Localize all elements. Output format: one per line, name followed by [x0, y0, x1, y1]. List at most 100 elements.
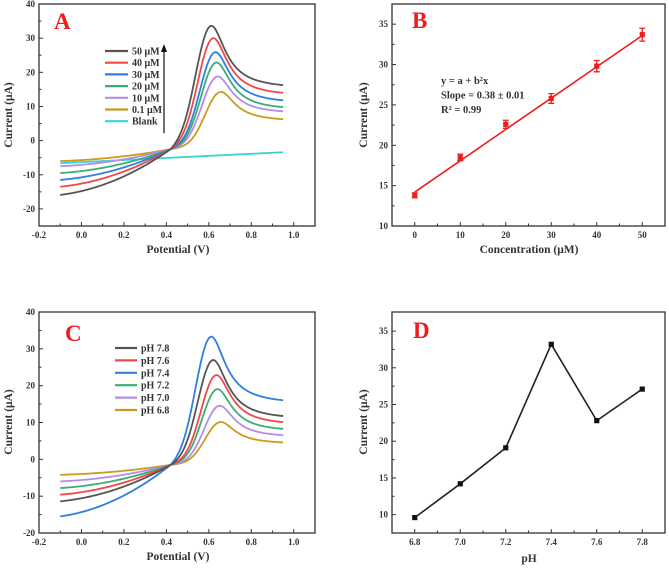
legend: pH 7.8pH 7.6pH 7.4 pH 7.2pH 7.0 pH 6.8 — [115, 344, 169, 417]
y-tick-label: -10 — [23, 491, 35, 501]
y-tick-label: 15 — [379, 181, 389, 191]
y-tick-label: 0 — [31, 136, 36, 146]
fit-annotation: R² = 0.99 — [441, 105, 481, 116]
y-tick-label: 20 — [379, 140, 389, 150]
cv-curve-ph-7.8 — [60, 359, 284, 503]
panel-label: B — [412, 8, 427, 33]
legend-label: Blank — [132, 117, 158, 128]
x-tick-label: 7.2 — [500, 537, 512, 547]
data-point — [594, 63, 600, 69]
plot-frame — [391, 3, 666, 227]
y-tick-label: 20 — [26, 67, 36, 77]
legend-label: 10 μM — [132, 93, 160, 104]
cv-curve-50-m — [60, 24, 284, 196]
x-tick-label: 6.8 — [409, 537, 421, 547]
legend-label: pH 7.6 — [141, 356, 169, 367]
y-tick-label: -20 — [23, 204, 35, 214]
x-tick-label: 1.0 — [288, 230, 300, 240]
plot-frame — [38, 3, 316, 227]
data-point — [412, 514, 418, 521]
y-tick-label: 10 — [26, 101, 36, 111]
x-tick-label: 0.4 — [161, 230, 173, 240]
data-point — [548, 95, 554, 102]
legend-label: pH 7.2 — [141, 381, 169, 392]
legend-label: pH 6.8 — [141, 406, 169, 417]
legend-label: 50 μM — [132, 47, 160, 58]
x-tick-label: 1.0 — [288, 537, 300, 547]
x-tick-label: 0.8 — [246, 230, 258, 240]
y-tick-label: 30 — [379, 363, 389, 373]
x-tick-label: 30 — [547, 230, 557, 240]
y-axis-label: Current (μA) — [358, 389, 370, 455]
y-tick-label: 35 — [379, 19, 389, 29]
data-point — [503, 445, 509, 451]
x-tick-label: 7.8 — [637, 537, 649, 547]
panel-a: -0.2 0.0 0.2 0.4 0.6 0.8 1.0 -20 -10 0 10 20 30 40 Pot… — [3, 0, 316, 256]
y-tick-label: 35 — [379, 326, 389, 336]
y-tick-label: 15 — [379, 473, 389, 483]
x-axis-label: Potential (V) — [147, 551, 210, 563]
x-tick-label: 0.4 — [161, 537, 173, 547]
x-axis-label: Concentration (μM) — [480, 244, 579, 256]
data-point — [457, 481, 463, 487]
x-tick-label: 0.0 — [76, 537, 88, 547]
y-tick-label: -10 — [23, 170, 35, 180]
cv-curve-20-m — [60, 61, 284, 174]
x-tick-label: 7.6 — [591, 537, 603, 547]
arrow-up-icon — [161, 44, 167, 52]
x-tick-label: 50 — [638, 230, 648, 240]
panel-label: A — [54, 9, 71, 34]
y-tick-label: 10 — [379, 221, 389, 231]
panel-label: D — [413, 318, 430, 343]
data-point — [548, 341, 554, 347]
y-tick-label: 10 — [26, 418, 36, 428]
y-axis-label: Current (μA) — [358, 82, 370, 148]
y-tick-label: 30 — [26, 344, 36, 354]
cv-curve-ph-7.0 — [60, 404, 284, 483]
cv-curve-blank — [60, 151, 284, 165]
y-axis-label: Current (μA) — [3, 389, 15, 455]
y-tick-label: -20 — [23, 528, 35, 538]
x-tick-label: 0.0 — [76, 230, 88, 240]
x-axis-label: Potential (V) — [147, 244, 210, 256]
y-tick-label: 40 — [26, 0, 36, 9]
x-tick-label: 0.2 — [118, 537, 130, 547]
legend-label: pH 7.0 — [141, 393, 169, 404]
x-tick-label: 40 — [592, 230, 602, 240]
panel-b: 0 10 20 30 40 50 10 15 20 25 30 35 Concentration (μM… — [358, 3, 666, 256]
x-tick-label: 7.4 — [546, 537, 558, 547]
y-tick-label: 10 — [379, 510, 389, 520]
legend-label: pH 7.4 — [141, 368, 169, 379]
legend-label: 0.1 μM — [132, 105, 163, 116]
x-tick-label: 0.6 — [203, 537, 215, 547]
y-tick-label: 25 — [379, 400, 389, 410]
data-point — [457, 154, 463, 160]
legend-label: 30 μM — [132, 70, 160, 81]
x-tick-label: 0.8 — [246, 537, 258, 547]
data-point — [594, 418, 600, 424]
y-tick-label: 40 — [26, 307, 36, 317]
data-point — [503, 121, 509, 127]
y-tick-label: 25 — [379, 100, 389, 110]
x-tick-label: 0 — [413, 230, 418, 240]
legend-label: pH 7.8 — [141, 344, 169, 355]
legend-label: 20 μM — [132, 82, 160, 93]
data-point — [639, 32, 645, 38]
fit-annotation: Slope = 0.38 ± 0.01 — [441, 91, 525, 102]
y-tick-label: 30 — [379, 60, 389, 70]
panel-d: 6.8 7.0 7.2 7.4 7.6 7.8 10 15 20 25 30 35 pH Current … — [358, 311, 666, 565]
fit-annotation: y = a + b²x — [441, 76, 489, 87]
y-tick-label: 20 — [26, 381, 36, 391]
data-point — [412, 192, 418, 198]
fit-line — [414, 34, 643, 193]
x-axis-label: pH — [521, 553, 536, 565]
panel-label: C — [65, 321, 82, 346]
y-tick-label: 30 — [26, 33, 36, 43]
x-tick-label: 0.6 — [203, 230, 215, 240]
x-tick-label: 10 — [456, 230, 466, 240]
x-tick-label: 20 — [501, 230, 511, 240]
data-line — [414, 342, 643, 519]
data-point — [639, 386, 645, 392]
